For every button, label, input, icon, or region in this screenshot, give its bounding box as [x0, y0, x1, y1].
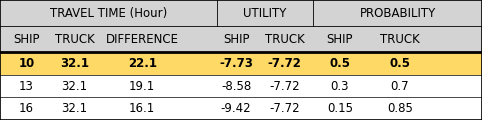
Bar: [0, 52, 482, 75]
Text: 32.1: 32.1: [62, 102, 88, 115]
Text: TRUCK: TRUCK: [265, 33, 304, 46]
Text: -7.72: -7.72: [269, 102, 300, 115]
Text: 32.1: 32.1: [60, 57, 89, 70]
Text: 32.1: 32.1: [62, 80, 88, 93]
Text: 13: 13: [19, 80, 34, 93]
Bar: [0, 26, 482, 52]
Text: TRUCK: TRUCK: [380, 33, 420, 46]
Text: 16.1: 16.1: [129, 102, 155, 115]
Bar: [0, 0, 482, 26]
Text: SHIP: SHIP: [13, 33, 40, 46]
Text: PROBABILITY: PROBABILITY: [360, 7, 436, 20]
Text: -7.72: -7.72: [268, 57, 301, 70]
Text: 22.1: 22.1: [128, 57, 157, 70]
Text: 16: 16: [19, 102, 34, 115]
Text: 0.15: 0.15: [327, 102, 353, 115]
Text: 19.1: 19.1: [129, 80, 155, 93]
Text: -9.42: -9.42: [221, 102, 252, 115]
Text: 0.7: 0.7: [391, 80, 409, 93]
Text: 0.5: 0.5: [329, 57, 350, 70]
Bar: [0, 97, 482, 120]
Text: DIFFERENCE: DIFFERENCE: [106, 33, 179, 46]
Text: 0.3: 0.3: [331, 80, 349, 93]
Text: TRUCK: TRUCK: [55, 33, 94, 46]
Text: -7.73: -7.73: [219, 57, 253, 70]
Bar: [0, 75, 482, 97]
Text: 0.5: 0.5: [389, 57, 411, 70]
Text: 0.85: 0.85: [387, 102, 413, 115]
Text: -7.72: -7.72: [269, 80, 300, 93]
Text: SHIP: SHIP: [327, 33, 353, 46]
Text: TRAVEL TIME (Hour): TRAVEL TIME (Hour): [50, 7, 167, 20]
Text: 10: 10: [18, 57, 35, 70]
Text: UTILITY: UTILITY: [243, 7, 287, 20]
Text: -8.58: -8.58: [221, 80, 251, 93]
Text: SHIP: SHIP: [223, 33, 249, 46]
